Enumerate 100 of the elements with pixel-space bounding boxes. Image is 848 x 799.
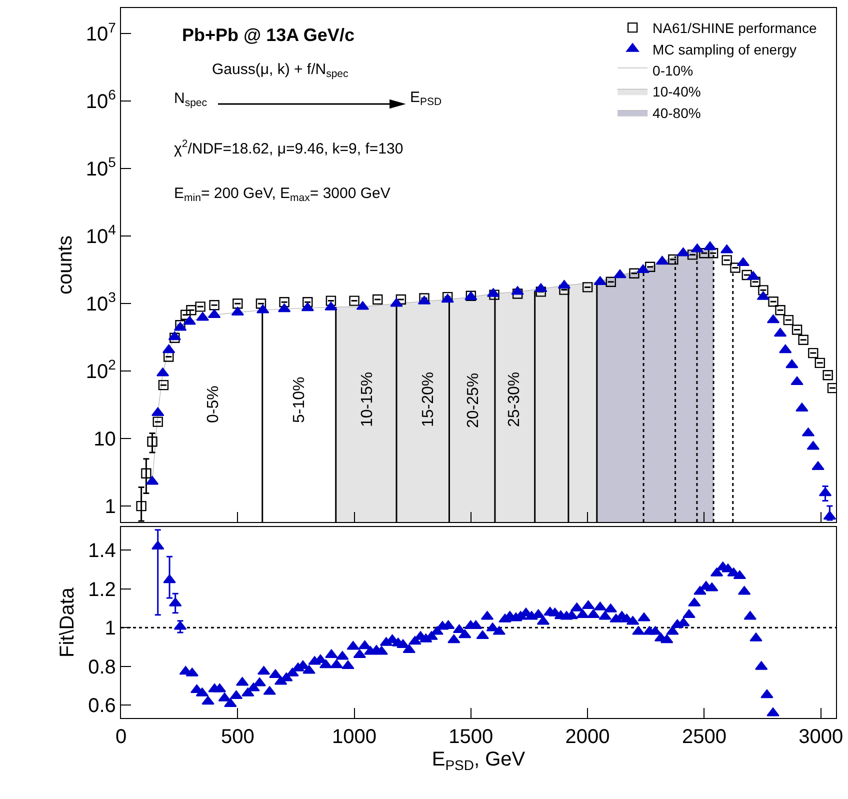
point xyxy=(163,352,174,362)
point xyxy=(558,280,571,289)
annotation: 5-10% xyxy=(291,376,308,423)
point xyxy=(136,500,146,512)
x-axis-title: E$_{PSD}$, GeV xyxy=(432,748,526,773)
y-tick-label: 10 xyxy=(94,428,116,451)
y-tick-label: 10$^{3}$ xyxy=(86,289,116,316)
x-tick-label: 1000 xyxy=(332,726,377,748)
point xyxy=(814,358,825,368)
annotation: 20-25% xyxy=(465,372,482,428)
annotation: E$_{min}$= 200 GeV, E$_{max}$= 3000 GeV xyxy=(174,185,390,204)
point xyxy=(798,334,808,345)
x-tick-label: 2000 xyxy=(565,726,610,748)
x-tick-label: 0 xyxy=(115,726,127,748)
point xyxy=(186,305,196,316)
point xyxy=(827,382,836,394)
point xyxy=(326,296,336,306)
legend-label: 40-80% xyxy=(652,104,701,121)
point xyxy=(279,297,290,308)
point xyxy=(636,264,650,274)
point xyxy=(162,344,176,354)
point xyxy=(489,290,500,300)
point xyxy=(704,241,716,250)
point xyxy=(390,298,403,307)
x-tick-label: 2500 xyxy=(682,726,726,748)
point xyxy=(644,262,656,272)
point xyxy=(158,380,169,390)
point xyxy=(779,344,792,354)
y-tick-label: 0.6 xyxy=(88,695,116,718)
annotation: E$_{PSD}$ xyxy=(410,89,442,108)
point xyxy=(302,297,313,308)
point xyxy=(349,296,360,306)
annotation: Gauss(μ, k) + f/N$_{spec}$ xyxy=(212,61,348,80)
point xyxy=(812,461,824,470)
x-tick-label: 3000 xyxy=(798,726,844,748)
point xyxy=(170,332,180,344)
point xyxy=(147,436,158,447)
point xyxy=(808,348,818,358)
x-tick-label: 1500 xyxy=(448,726,494,748)
point xyxy=(256,298,266,309)
annotation: χ$^{2}$/NDF=18.62, μ=9.46, k=9, f=130 xyxy=(174,138,404,158)
point xyxy=(792,324,802,335)
point xyxy=(774,328,787,337)
point xyxy=(512,288,523,299)
point xyxy=(141,468,152,478)
point xyxy=(180,310,191,320)
point xyxy=(823,510,836,520)
point xyxy=(775,305,786,316)
point xyxy=(629,268,640,279)
point xyxy=(606,276,616,287)
annotation: 10-15% xyxy=(359,372,376,427)
point xyxy=(668,254,678,265)
point xyxy=(614,269,626,278)
annotation: Pb+Pb @ 13A GeV/c xyxy=(182,25,354,45)
point xyxy=(783,314,794,326)
y-tick-label: 10$^{6}$ xyxy=(86,86,116,114)
point xyxy=(209,300,220,310)
y-tick-label: 1.2 xyxy=(88,578,116,601)
y-tick-label: 10$^{5}$ xyxy=(86,154,116,181)
point xyxy=(786,359,798,368)
point xyxy=(231,306,244,316)
point xyxy=(736,257,750,266)
point xyxy=(766,314,780,324)
point xyxy=(195,302,206,312)
point xyxy=(730,262,740,273)
legend-label: 0-10% xyxy=(652,62,694,78)
y-tick-label: 10$^{4}$ xyxy=(86,222,116,248)
y-tick-label: 10$^{7}$ xyxy=(86,19,116,46)
point xyxy=(790,376,804,386)
point xyxy=(687,250,698,260)
point xyxy=(168,331,182,340)
point xyxy=(768,296,778,307)
y-tick-label: 1 xyxy=(104,618,116,640)
point xyxy=(656,256,669,265)
y-tick-label: 0.8 xyxy=(88,656,116,678)
point xyxy=(301,302,314,312)
x-tick-label: 500 xyxy=(220,726,254,748)
point xyxy=(722,255,732,266)
annotation: N$_{spec}$ xyxy=(174,90,208,110)
legend-label: NA61/SHINE performance xyxy=(652,20,817,36)
point xyxy=(278,303,291,312)
y-axis-title: counts xyxy=(54,236,76,294)
point xyxy=(582,282,593,292)
point xyxy=(372,294,383,305)
point xyxy=(534,283,548,292)
point xyxy=(822,370,833,380)
y-axis-title: Fit\Data xyxy=(56,586,79,658)
point xyxy=(818,487,832,496)
y-tick-label: 1 xyxy=(104,496,116,518)
point xyxy=(750,276,760,287)
annotation: 25-30% xyxy=(506,372,523,427)
annotation: 0-5% xyxy=(205,386,222,423)
point xyxy=(152,416,163,427)
point xyxy=(758,285,768,296)
annotation: 15-20% xyxy=(420,372,437,427)
legend-label: 10-40% xyxy=(652,84,701,100)
y-tick-label: 1.4 xyxy=(88,540,116,562)
point xyxy=(396,294,406,305)
point xyxy=(232,298,243,309)
y-tick-label: 10$^{2}$ xyxy=(86,356,116,384)
